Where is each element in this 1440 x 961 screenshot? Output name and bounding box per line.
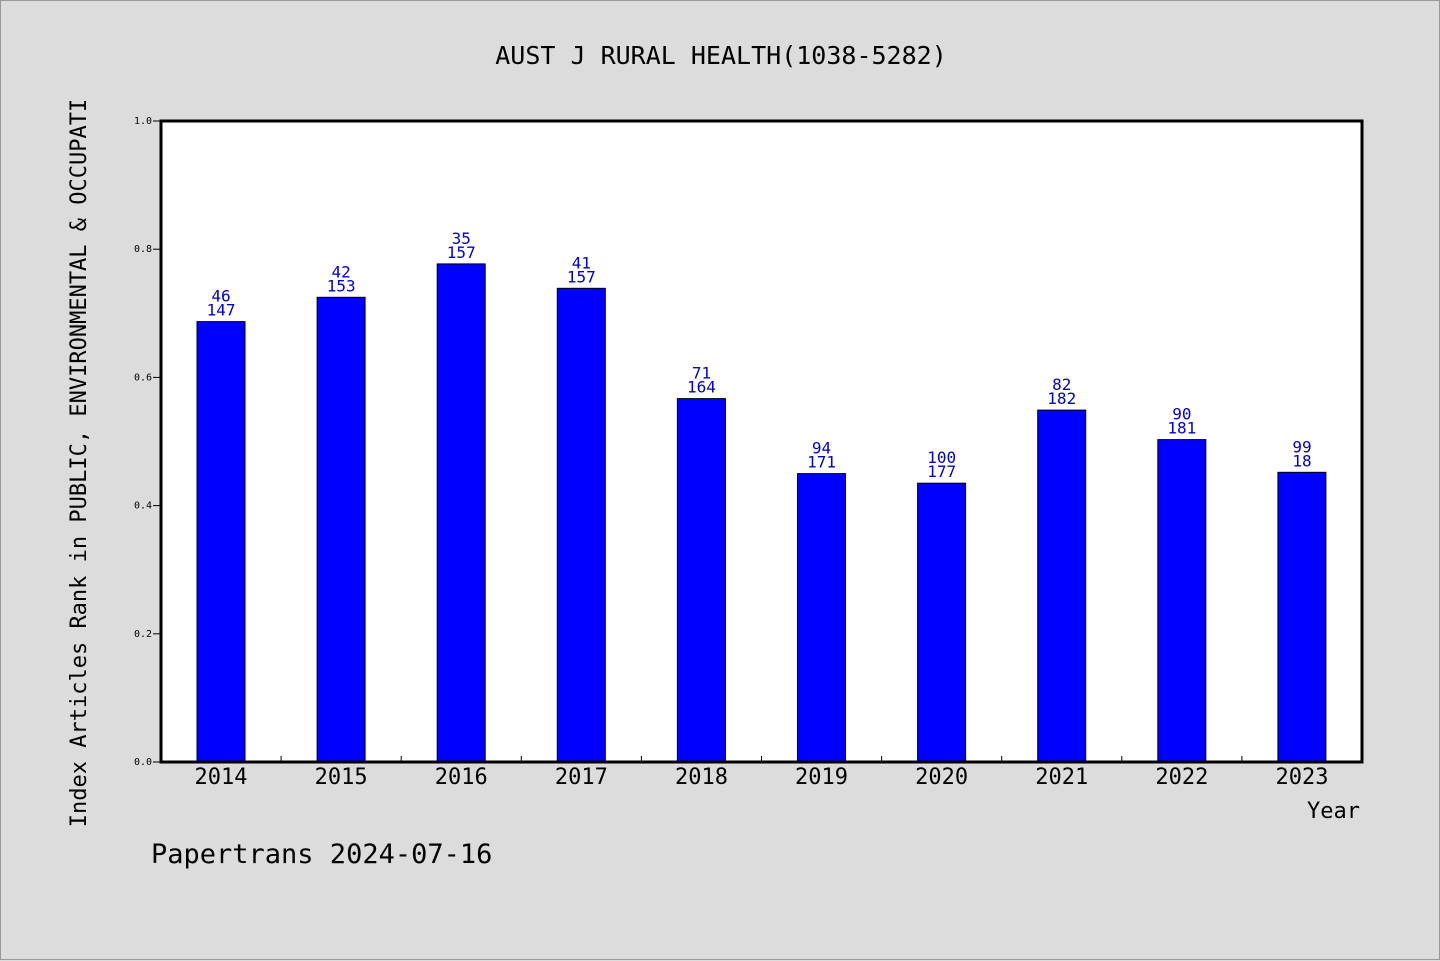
bar-total-label: 157	[447, 243, 476, 262]
bar-rank-label: 82	[1052, 375, 1071, 394]
bar-2016	[436, 263, 486, 763]
bar-total-label: 177	[927, 462, 956, 481]
x-axis-label: Year	[1307, 799, 1360, 824]
footer-text: Papertrans 2024-07-16	[151, 839, 492, 870]
bars-layer	[196, 263, 1327, 763]
x-tick-label: 2021	[1035, 765, 1088, 790]
bar-rank-label: 41	[572, 253, 591, 272]
bar-2018	[676, 398, 726, 763]
bar-2017	[556, 287, 606, 763]
bar-total-label: 182	[1047, 389, 1076, 408]
bar-total-label: 147	[207, 301, 236, 320]
bar-2022	[1157, 439, 1207, 763]
y-tick-label: 0.4	[134, 501, 152, 512]
y-tick-label: 0.0	[134, 757, 152, 768]
bar-2019	[797, 473, 846, 763]
x-tick-label: 2014	[195, 765, 248, 790]
x-axis: 2014 2015 2016 2017 2018 2019 2020 2021 2022 2023	[195, 756, 1328, 790]
bar-total-label: 153	[327, 276, 356, 295]
x-tick-label: 2022	[1155, 765, 1208, 790]
x-tick-label: 2018	[675, 765, 728, 790]
bar-rank-label: 71	[692, 364, 711, 383]
y-tick-label: 0.6	[134, 372, 152, 383]
bar-2020	[917, 482, 967, 763]
x-tick-label: 2017	[555, 765, 608, 790]
bar-2021	[1037, 409, 1087, 763]
bar-total-label: 164	[687, 378, 716, 397]
y-tick-label: 0.8	[134, 244, 152, 255]
bar-total-label: 18	[1292, 451, 1311, 470]
x-tick-label: 2015	[315, 765, 368, 790]
bar-rank-label: 90	[1172, 405, 1191, 424]
bar-rank-label: 99	[1292, 437, 1311, 456]
bar-2015	[316, 296, 366, 763]
y-tick-label: 0.2	[134, 629, 152, 640]
chart-title: AUST J RURAL HEALTH(1038-5282)	[495, 41, 947, 70]
x-tick-label: 2023	[1275, 765, 1328, 790]
bar-rank-label: 94	[812, 439, 831, 458]
bar-2023	[1277, 471, 1327, 763]
bar-total-label: 181	[1167, 419, 1196, 438]
x-tick-label: 2020	[915, 765, 968, 790]
x-tick-label: 2016	[435, 765, 488, 790]
bar-total-label: 171	[807, 453, 836, 472]
y-axis: 0.0 0.2 0.4 0.6 0.8 1.0	[134, 116, 161, 768]
bar-rank-label: 35	[452, 229, 471, 248]
bar-2014	[196, 321, 246, 763]
bar-rank-label: 42	[332, 262, 351, 281]
bar-rank-label: 46	[211, 287, 230, 306]
x-tick-label: 2019	[795, 765, 848, 790]
y-axis-label: Index Articles Rank in PUBLIC, ENVIRONME…	[67, 99, 92, 827]
bar-rank-label: 100	[927, 448, 956, 467]
y-tick-label: 1.0	[134, 116, 152, 127]
bar-total-label: 157	[567, 267, 596, 286]
